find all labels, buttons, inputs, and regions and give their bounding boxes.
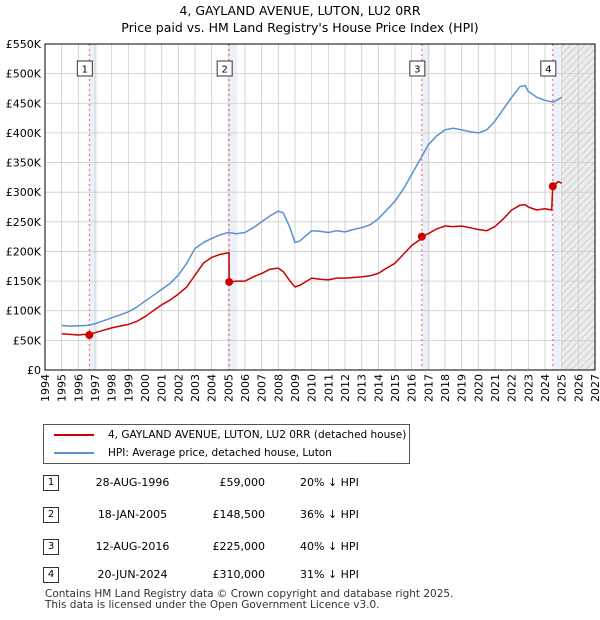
- x-tick-label: 2022: [506, 374, 519, 402]
- transaction-price: £225,000: [212, 540, 266, 553]
- x-tick-label: 2017: [422, 374, 435, 402]
- sale-marker-number: 3: [414, 65, 420, 76]
- table-row: 1 28-AUG-1996 £59,000 20% ↓ HPI: [0, 471, 600, 495]
- sale-band: [421, 44, 430, 370]
- transaction-date: 12-AUG-2016: [95, 540, 170, 553]
- sale-marker-number: 4: [545, 65, 551, 76]
- table-row: 3 12-AUG-2016 £225,000 40% ↓ HPI: [0, 535, 600, 559]
- x-tick-label: 2024: [539, 374, 552, 402]
- x-tick-label: 2000: [139, 374, 152, 402]
- transaction-price: £310,000: [212, 568, 266, 581]
- chart-legend: 4, GAYLAND AVENUE, LUTON, LU2 0RR (detac…: [43, 424, 410, 464]
- x-tick-label: 2010: [306, 374, 319, 402]
- legend-item-hpi: HPI: Average price, detached house, Luto…: [54, 445, 332, 461]
- x-tick-label: 2003: [189, 374, 202, 402]
- sale-band: [89, 44, 98, 370]
- table-row: 4 20-JUN-2024 £310,000 31% ↓ HPI: [0, 563, 600, 587]
- sale-point: [85, 331, 94, 340]
- x-tick-label: 2001: [156, 374, 169, 402]
- sale-marker-number: 1: [82, 65, 88, 76]
- plot-border: [44, 43, 596, 371]
- transaction-date: 28-AUG-1996: [95, 476, 170, 489]
- legend-label-hpi: HPI: Average price, detached house, Luto…: [108, 447, 332, 459]
- price-chart: £0 £50K £100K £150K £200K £250K £300K £350K £400…: [6, 38, 600, 402]
- x-tick-label: 2027: [589, 374, 600, 402]
- sale-marker-box: [409, 60, 426, 77]
- y-tick-label: £350K: [6, 157, 42, 170]
- x-tick-label: 2025: [556, 374, 569, 402]
- transaction-price: £59,000: [219, 476, 266, 489]
- transaction-number: 4: [43, 567, 59, 583]
- x-tick-label: 1995: [56, 374, 69, 402]
- legend-swatch-property: [54, 434, 94, 436]
- y-tick-label: £50K: [13, 334, 42, 347]
- x-tick-label: 2005: [222, 374, 235, 402]
- x-tick-label: 1998: [106, 374, 119, 402]
- hpi-line: [61, 84, 563, 327]
- sale-marker-box: [216, 60, 233, 77]
- y-tick-label: £450K: [6, 97, 42, 110]
- transaction-hpi-diff: 31% ↓ HPI: [300, 568, 359, 581]
- transaction-hpi-diff: 20% ↓ HPI: [300, 476, 359, 489]
- sale-marker-number: 2: [221, 65, 227, 76]
- y-tick-label: £150K: [6, 275, 42, 288]
- y-tick-label: £400K: [6, 127, 42, 140]
- x-tick-label: 2013: [356, 374, 369, 402]
- x-tick-label: 1996: [72, 374, 85, 402]
- y-tick-label: £300K: [6, 186, 42, 199]
- y-tick-label: £500K: [6, 68, 42, 81]
- x-tick-label: 2018: [439, 374, 452, 402]
- plot-area: [45, 44, 595, 370]
- x-tick-label: 2021: [489, 374, 502, 402]
- x-tick-label: 2015: [389, 374, 402, 402]
- transaction-hpi-diff: 36% ↓ HPI: [300, 508, 359, 521]
- y-tick-label: £100K: [6, 305, 42, 318]
- sale-point: [548, 182, 557, 191]
- x-tick-label: 2002: [172, 374, 185, 402]
- x-tick-label: 2004: [206, 374, 219, 402]
- transaction-date: 20-JUN-2024: [97, 568, 168, 581]
- x-tick-label: 2007: [256, 374, 269, 402]
- sale-point: [225, 277, 234, 286]
- chart-subtitle: Price paid vs. HM Land Registry's House …: [121, 20, 479, 35]
- sale-marker-box: [540, 60, 557, 77]
- y-tick-label: £0: [27, 364, 41, 377]
- x-tick-label: 2020: [472, 374, 485, 402]
- legend-item-property: 4, GAYLAND AVENUE, LUTON, LU2 0RR (detac…: [54, 427, 406, 443]
- sale-point: [417, 232, 426, 241]
- legend-swatch-hpi: [54, 452, 94, 454]
- x-tick-label: 2009: [289, 374, 302, 402]
- transaction-date: 18-JAN-2005: [97, 508, 168, 521]
- x-tick-label: 2016: [406, 374, 419, 402]
- y-tick-label: £250K: [6, 216, 42, 229]
- chart-title: 4, GAYLAND AVENUE, LUTON, LU2 0RR: [179, 3, 421, 18]
- x-tick-label: 2023: [522, 374, 535, 402]
- transaction-number: 2: [43, 507, 59, 523]
- y-tick-label: £550K: [6, 38, 42, 51]
- transaction-number: 3: [43, 539, 59, 555]
- legend-label-property: 4, GAYLAND AVENUE, LUTON, LU2 0RR (detac…: [108, 429, 407, 441]
- x-tick-label: 2008: [272, 374, 285, 402]
- table-row: 2 18-JAN-2005 £148,500 36% ↓ HPI: [0, 503, 600, 527]
- x-tick-label: 2019: [456, 374, 469, 402]
- x-tick-label: 1997: [89, 374, 102, 402]
- x-tick-label: 1994: [39, 374, 52, 402]
- transaction-hpi-diff: 40% ↓ HPI: [300, 540, 359, 553]
- x-tick-label: 2006: [239, 374, 252, 402]
- x-tick-label: 2026: [572, 374, 585, 402]
- x-tick-label: 2011: [322, 374, 335, 402]
- transaction-number: 1: [43, 475, 59, 491]
- y-tick-label: £200K: [6, 245, 42, 258]
- transaction-price: £148,500: [212, 508, 266, 521]
- sale-band: [552, 44, 561, 370]
- footer: Contains HM Land Registry data © Crown c…: [45, 589, 453, 611]
- x-tick-label: 2012: [339, 374, 352, 402]
- footer-copyright: Contains HM Land Registry data © Crown c…: [45, 588, 454, 600]
- footer-licence: This data is licensed under the Open Gov…: [45, 599, 380, 611]
- sale-marker-box: [76, 60, 93, 77]
- x-tick-label: 2014: [372, 374, 385, 402]
- x-tick-label: 1999: [122, 374, 135, 402]
- sale-band: [229, 44, 238, 370]
- property-price-line: [61, 180, 563, 336]
